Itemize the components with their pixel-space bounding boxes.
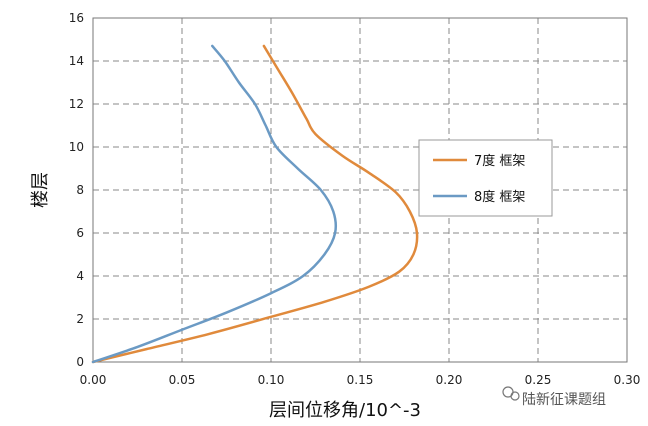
x-tick-label: 0.05: [169, 373, 196, 387]
legend-box: [418, 139, 553, 217]
x-tick-label: 0.10: [258, 373, 285, 387]
x-tick-label: 0.30: [614, 373, 641, 387]
x-tick-label: 0.20: [436, 373, 463, 387]
y-tick-label: 14: [69, 54, 84, 68]
wechat-icon: [502, 386, 520, 401]
y-tick-label: 16: [69, 11, 84, 25]
y-axis-title: 楼层: [30, 172, 51, 208]
y-tick-label: 6: [76, 226, 84, 240]
y-tick-label: 4: [76, 269, 84, 283]
x-tick-label: 0.15: [347, 373, 374, 387]
x-tick-label: 0.25: [525, 373, 552, 387]
x-axis-title: 层间位移角/10^-3: [269, 400, 421, 421]
y-tick-label: 10: [69, 140, 84, 154]
y-tick-label: 8: [76, 183, 84, 197]
x-tick-labels: 0.00 0.05 0.10 0.15 0.20 0.25 0.30: [80, 373, 641, 387]
series-line-1: [91, 44, 338, 364]
y-tick-label: 12: [69, 97, 84, 111]
y-tick-label: 0: [76, 355, 84, 369]
x-tick-label: 0.00: [80, 373, 107, 387]
y-tick-label: 2: [76, 312, 84, 326]
series-line-0: [91, 44, 419, 364]
series-group: [91, 44, 419, 364]
watermark: 陆新征课题组: [502, 386, 606, 408]
y-tick-labels: 0 2 4 6 8 10 12 14 16: [69, 11, 84, 369]
legend: 7度 框架 8度 框架: [418, 139, 553, 217]
plot-area-border: [92, 17, 628, 363]
legend-label-1: 8度 框架: [474, 189, 525, 205]
watermark-text: 陆新征课题组: [522, 392, 606, 408]
legend-label-0: 7度 框架: [474, 153, 525, 169]
